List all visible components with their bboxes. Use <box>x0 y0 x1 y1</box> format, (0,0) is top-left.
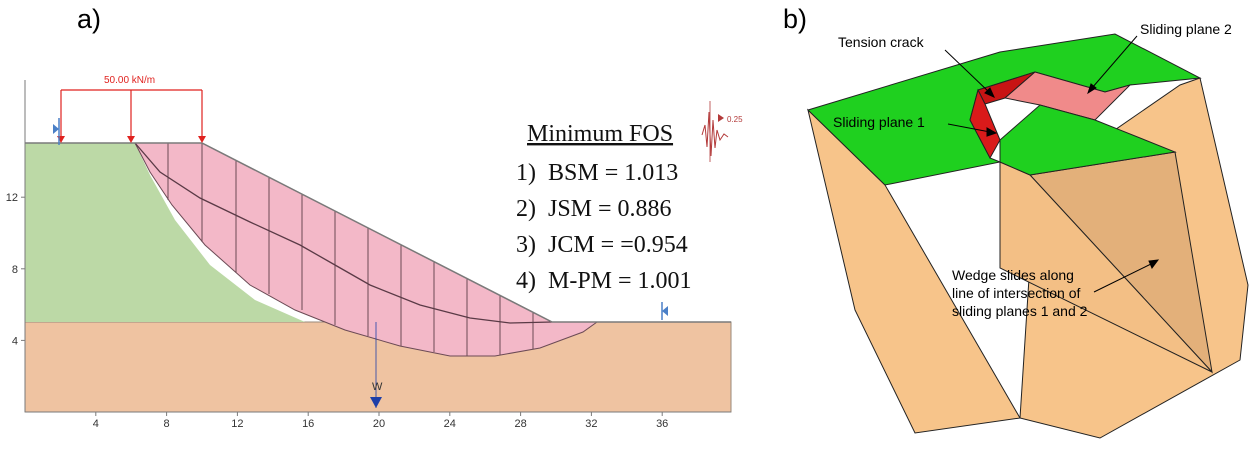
upper-soil-layer <box>25 143 305 322</box>
label-wedge-line-1: Wedge slides along <box>952 267 1074 283</box>
y-tick-label: 8 <box>12 264 18 276</box>
arrow-head-icon <box>1148 259 1160 269</box>
label-wedge-line-2: line of intersection of <box>952 285 1081 301</box>
annotation-arrows <box>944 35 1160 293</box>
y-tick-label: 12 <box>6 192 18 204</box>
flag-icon <box>53 124 59 134</box>
arrow-head-icon <box>984 87 995 98</box>
seismic-value: 0.25 <box>727 115 743 124</box>
x-tick-label: 4 <box>93 418 99 430</box>
ground-surface <box>25 142 731 323</box>
inner-slip-line <box>134 142 553 324</box>
label-tension-crack: Tension crack <box>838 34 925 50</box>
boundary-flag-right <box>661 302 668 320</box>
label-wedge-line-3: sliding planes 1 and 2 <box>952 303 1088 319</box>
fos-result-3: 3) JCM = =0.954 <box>516 232 688 258</box>
load-arrow-icon <box>198 136 206 143</box>
x-tick-label: 36 <box>656 418 668 430</box>
tension-crack-dark <box>969 88 1001 160</box>
x-tick-label: 8 <box>164 418 170 430</box>
load-label: 50.00 kN/m <box>104 75 155 86</box>
x-axis-ticks: 4 8 12 16 20 24 28 32 36 <box>93 412 668 430</box>
slope-model: W 50.00 kN/m 0.25 <box>6 75 743 430</box>
water-label: W <box>372 381 383 393</box>
fos-result-4: 4) M-PM = 1.001 <box>516 268 692 294</box>
boundary-flag-left <box>53 118 60 145</box>
x-tick-label: 32 <box>585 418 597 430</box>
x-tick-label: 12 <box>231 418 243 430</box>
seismic-load-icon: 0.25 <box>701 101 743 162</box>
x-tick-label: 28 <box>514 418 526 430</box>
panel-b-label: b) <box>783 4 808 34</box>
x-tick-label: 20 <box>373 418 385 430</box>
arrow-head-icon <box>1087 83 1097 95</box>
y-axis-ticks: 12 8 4 <box>6 192 25 347</box>
label-sliding-plane-2: Sliding plane 2 <box>1140 21 1232 37</box>
slice-lines <box>167 143 534 356</box>
fos-title: Minimum FOS <box>527 121 673 147</box>
arrow-head-icon <box>986 127 998 137</box>
flag-icon <box>662 306 668 316</box>
water-table-icon <box>370 397 382 408</box>
x-tick-label: 24 <box>444 418 456 430</box>
wedge-block-diagram: Tension crack Sliding plane 2 Sliding pl… <box>807 21 1249 439</box>
label-sliding-plane-1: Sliding plane 1 <box>833 114 925 130</box>
fos-result-2: 2) JSM = 0.886 <box>516 196 672 222</box>
wedge-top-surface <box>999 104 1177 176</box>
load-arrow-icon <box>127 136 135 143</box>
distributed-load: 50.00 kN/m <box>57 75 206 143</box>
panel-a-label: a) <box>77 4 102 34</box>
fos-result-1: 1) BSM = 1.013 <box>516 160 678 186</box>
y-tick-label: 4 <box>12 335 18 347</box>
x-tick-label: 16 <box>302 418 314 430</box>
